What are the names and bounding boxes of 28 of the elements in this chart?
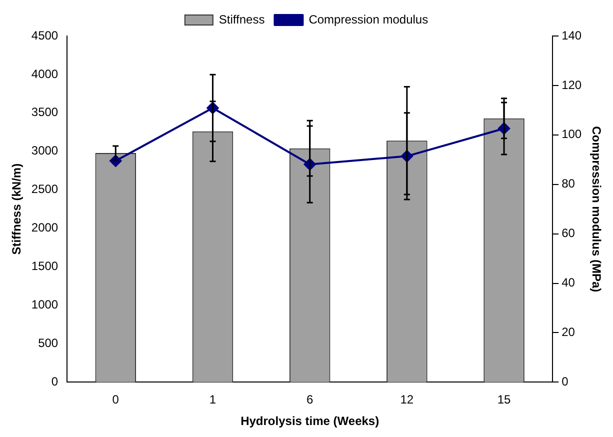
y2-axis-title: Compression modulus (MPa) — [589, 126, 604, 292]
y-tick-label: 2000 — [31, 220, 58, 235]
x-tick-label: 6 — [306, 392, 314, 407]
y-tick-label: 1500 — [31, 259, 58, 274]
y2-tick-label: 0 — [562, 374, 569, 389]
y-tick-label: 3500 — [31, 105, 58, 120]
y2-tick-label: 100 — [562, 127, 582, 142]
y2-tick-label: 80 — [562, 176, 576, 191]
legend-label: Stiffness — [218, 12, 265, 26]
y2-tick-label: 120 — [562, 78, 582, 92]
x-tick-label: 1 — [209, 392, 216, 407]
x-tick-label: 15 — [497, 392, 512, 407]
y-tick-label: 3000 — [31, 144, 58, 158]
x-axis-title: Hydrolysis time (Weeks) — [240, 414, 380, 428]
y-tick-label: 0 — [51, 374, 58, 389]
y-tick-label: 1000 — [31, 298, 58, 312]
y2-tick-label: 20 — [562, 325, 576, 340]
y-tick-label: 500 — [38, 336, 58, 350]
y-axis-title: Stiffness (kN/m) — [10, 163, 24, 255]
y-tick-label: 2500 — [31, 182, 58, 196]
x-tick-label: 0 — [112, 392, 120, 407]
y-tick-label: 4500 — [31, 28, 58, 42]
x-tick-label: 12 — [400, 392, 414, 407]
y-tick-label: 4000 — [31, 66, 58, 81]
y2-tick-label: 60 — [562, 226, 576, 240]
y2-tick-label: 40 — [562, 276, 576, 290]
y2-tick-label: 140 — [562, 28, 582, 42]
legend-label: Compression modulus — [308, 12, 428, 26]
